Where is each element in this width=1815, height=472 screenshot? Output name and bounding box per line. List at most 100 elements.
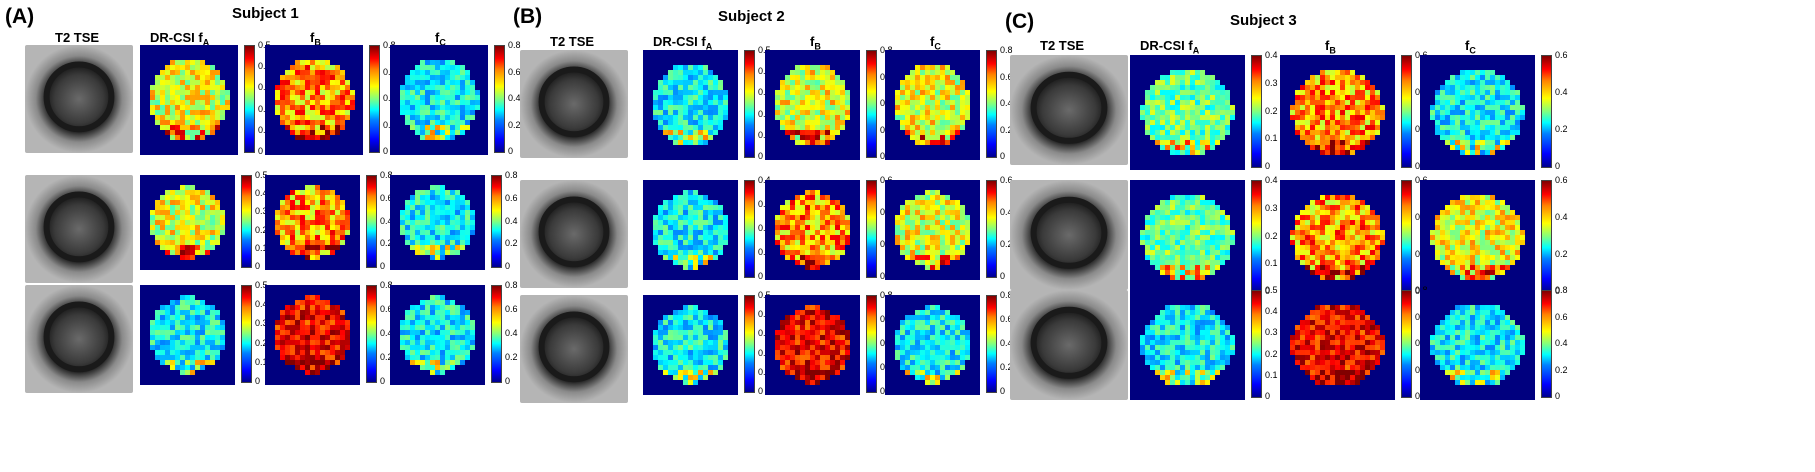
- map-image: [1420, 55, 1535, 170]
- colorbar-tick-label: 0.2: [383, 120, 396, 130]
- colorbar: [491, 175, 502, 268]
- column-header-text: DR-CSI f: [653, 34, 706, 49]
- map-pixels: [775, 305, 850, 385]
- map-pixels: [1290, 70, 1385, 155]
- colorbar-tick-label: 0.4: [1265, 306, 1278, 317]
- panel-letter: (C): [1005, 10, 1035, 33]
- colorbar-tick-label: 0: [1000, 386, 1006, 396]
- column-header-subscript: C: [439, 37, 446, 48]
- colorbar-tick-label: 0.4: [758, 309, 771, 319]
- colorbar-tick-label: 0: [255, 376, 261, 386]
- map-image: [140, 285, 235, 385]
- colorbar-tick-label: 0.4: [380, 215, 393, 226]
- colorbar-tick-label: 0.2: [380, 238, 393, 249]
- column-header-subscript: A: [705, 41, 713, 52]
- colorbar-tick-label: 0: [880, 271, 886, 281]
- colorbar-tick-label: 0.1: [1265, 258, 1278, 269]
- colorbar-tick-label: 0.6: [1000, 314, 1013, 324]
- map-pixels: [1140, 195, 1235, 280]
- colorbar-tick-label: 0: [505, 376, 511, 386]
- map-image: [265, 175, 360, 270]
- colorbar-tick-label: 0.2: [380, 352, 393, 362]
- map-image: [1280, 180, 1395, 295]
- map-pixels: [775, 190, 850, 270]
- colorbar-tick-label: 0.4: [1000, 338, 1013, 348]
- column-header-subscript: C: [1469, 45, 1476, 56]
- map-pixels: [150, 185, 225, 260]
- colorbar-tick-label: 0.2: [1000, 239, 1013, 249]
- map-image: [1420, 180, 1535, 295]
- column-header: T2 TSE: [1040, 38, 1084, 53]
- colorbar: [1401, 290, 1412, 398]
- colorbar-tick-label: 0.6: [1000, 71, 1013, 82]
- colorbar-tick-label: 0.2: [1265, 230, 1278, 241]
- column-header-text: DR-CSI f: [150, 30, 203, 45]
- colorbar-tick-label: 0.6: [380, 192, 393, 203]
- colorbar-tick-label: 0.3: [255, 206, 268, 217]
- t2-tse-image: [520, 180, 628, 288]
- column-header-text: T2 TSE: [550, 34, 595, 49]
- t2-tse-image: [520, 50, 628, 158]
- figure-panel: (C) Subject 3 T2 TSE DR-CSI fA fB fC 0.4 0.3 0.2…: [1000, 0, 1815, 472]
- column-header: fB: [1325, 38, 1336, 56]
- colorbar-tick-label: 0.6: [1555, 175, 1568, 185]
- column-header: fC: [1465, 38, 1476, 56]
- colorbar: [1251, 290, 1262, 398]
- colorbar: [744, 295, 755, 393]
- map-image: [390, 175, 485, 270]
- t2-tse-image: [1010, 55, 1128, 165]
- colorbar-tick-label: 0: [1000, 271, 1006, 281]
- colorbar-tick-label: 0.3: [758, 328, 771, 338]
- colorbar: [491, 285, 502, 383]
- colorbar-tick-label: 0.5: [758, 290, 771, 300]
- colorbar-tick-label: 0: [880, 151, 886, 161]
- column-header-text: T2 TSE: [1040, 38, 1085, 53]
- column-header: DR-CSI fA: [1140, 38, 1199, 56]
- map-image: [265, 45, 363, 155]
- colorbar-tick-label: 0: [258, 146, 264, 156]
- subject-title: Subject 1: [232, 5, 299, 22]
- map-pixels: [653, 65, 728, 145]
- colorbar-tick-label: 0.2: [1555, 124, 1568, 134]
- colorbar: [366, 175, 377, 268]
- colorbar-tick-label: 0: [1555, 286, 1561, 296]
- map-pixels: [1290, 305, 1385, 385]
- map-image: [1280, 290, 1395, 400]
- colorbar-tick-label: 0.3: [1265, 202, 1278, 213]
- map-pixels: [275, 295, 350, 375]
- colorbar-tick-label: 0: [1265, 391, 1271, 401]
- colorbar-tick-label: 0: [1415, 286, 1421, 296]
- colorbar-tick-label: 0: [1265, 161, 1271, 171]
- column-header-text: DR-CSI f: [1140, 38, 1193, 53]
- column-header: DR-CSI fA: [150, 30, 209, 48]
- colorbar-tick-label: 0.4: [1555, 87, 1568, 97]
- colorbar-tick-label: 0: [880, 386, 886, 396]
- map-image: [885, 295, 980, 395]
- colorbar-tick-label: 0: [380, 261, 386, 271]
- colorbar-tick-label: 0.2: [758, 109, 771, 119]
- map-image: [140, 45, 238, 155]
- colorbar-tick-label: 0.8: [505, 170, 518, 180]
- colorbar-tick-label: 0.5: [255, 170, 268, 180]
- colorbar-tick-label: 0.6: [1000, 175, 1013, 185]
- map-pixels: [653, 305, 728, 385]
- map-pixels: [653, 190, 728, 270]
- colorbar-tick-label: 0.2: [505, 238, 518, 249]
- colorbar-tick-label: 0.1: [758, 130, 771, 140]
- column-header: fB: [310, 30, 321, 48]
- map-image: [390, 285, 485, 385]
- map-image: [765, 50, 860, 160]
- colorbar-tick-label: 0: [1415, 391, 1421, 401]
- map-pixels: [775, 65, 850, 145]
- map-image: [643, 50, 738, 160]
- t2-tse-image: [520, 295, 628, 403]
- colorbar-tick-label: 0.2: [1000, 124, 1013, 135]
- colorbar-tick-label: 0.4: [255, 188, 268, 199]
- map-image: [1130, 290, 1245, 400]
- colorbar-tick-label: 0.1: [255, 356, 268, 367]
- column-header: DR-CSI fA: [653, 34, 712, 52]
- colorbar: [1541, 180, 1552, 293]
- colorbar-tick-label: 0.8: [508, 40, 521, 50]
- t2-tse-image: [25, 285, 133, 393]
- colorbar-tick-label: 0.4: [1265, 175, 1278, 185]
